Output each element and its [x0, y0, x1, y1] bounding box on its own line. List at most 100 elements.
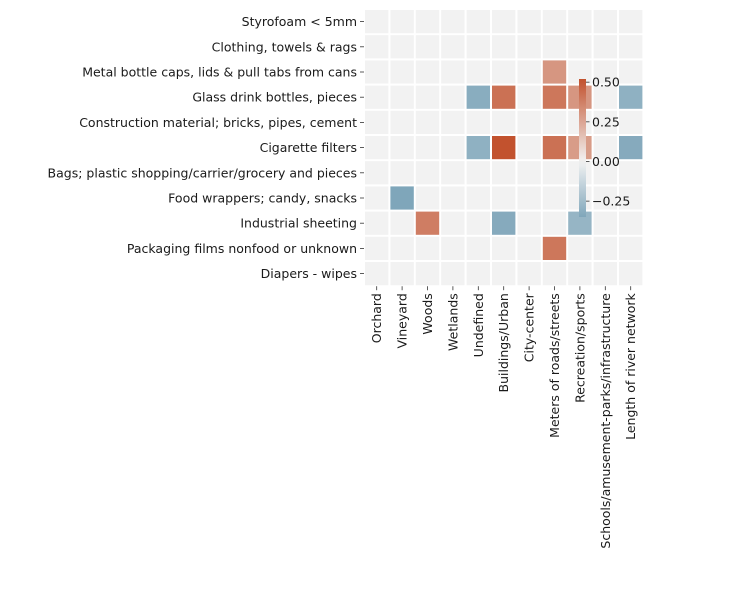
heatmap-cell — [492, 10, 516, 34]
heatmap-cell — [619, 262, 643, 286]
heatmap-cell — [542, 262, 567, 286]
heatmap-cell — [492, 211, 516, 235]
heatmap-cell — [568, 236, 592, 260]
heatmap-cell — [593, 161, 617, 185]
heatmap-cell — [517, 110, 541, 134]
row-tick-label: Industrial sheeting — [240, 216, 357, 231]
heatmap-cell — [415, 161, 440, 185]
heatmap-cell — [568, 10, 592, 34]
heatmap-cell — [466, 161, 490, 185]
heatmap-cell — [492, 35, 516, 59]
heatmap-cell — [390, 35, 414, 59]
column-tick-label: Undefined — [471, 293, 486, 357]
colorbar-gradient — [579, 79, 586, 217]
heatmap-cell — [593, 186, 617, 210]
heatmap-cell — [441, 60, 465, 84]
heatmap-cell — [593, 262, 617, 286]
heatmap-cell — [365, 60, 389, 84]
heatmap-cell — [390, 262, 414, 286]
heatmap-cell — [492, 161, 516, 185]
heatmap-cell — [390, 110, 414, 134]
heatmap-cell — [619, 10, 643, 34]
heatmap-cell — [593, 10, 617, 34]
heatmap-cell — [517, 211, 541, 235]
heatmap-cell — [517, 136, 541, 160]
row-tick-label: Packaging films nonfood or unknown — [127, 241, 357, 256]
heatmap-cell — [517, 10, 541, 34]
column-tick-label: City-center — [522, 292, 537, 362]
heatmap-cell — [441, 211, 465, 235]
heatmap-cell — [492, 186, 516, 210]
heatmap-cell — [619, 110, 643, 134]
colorbar-tick-label: 0.25 — [592, 114, 620, 129]
heatmap-cell — [466, 35, 490, 59]
heatmap-cell — [365, 186, 389, 210]
heatmap-cell — [415, 85, 440, 109]
heatmap-cell — [492, 262, 516, 286]
heatmap-cell — [619, 211, 643, 235]
column-tick-label: Meters of roads/streets — [547, 293, 562, 438]
heatmap-cell — [415, 211, 440, 235]
heatmap-cell — [568, 60, 592, 84]
heatmap-cell — [492, 136, 516, 160]
heatmap-cell — [441, 10, 465, 34]
column-tick-label: Orchard — [369, 293, 384, 343]
heatmap-cell — [593, 110, 617, 134]
colorbar-tick-label: −0.25 — [592, 194, 630, 209]
heatmap-cell — [441, 186, 465, 210]
heatmap-cell — [542, 236, 567, 260]
heatmap-cell — [415, 136, 440, 160]
heatmap-cell — [542, 211, 567, 235]
heatmap-cell — [542, 161, 567, 185]
heatmap-cell — [619, 161, 643, 185]
heatmap-cell — [619, 35, 643, 59]
row-tick-label: Bags; plastic shopping/carrier/grocery a… — [48, 165, 357, 180]
heatmap-cell — [466, 10, 490, 34]
heatmap-cell — [466, 186, 490, 210]
heatmap-cell — [619, 85, 643, 109]
heatmap-cell — [542, 60, 567, 84]
heatmap-cell — [492, 110, 516, 134]
heatmap-cell — [390, 236, 414, 260]
heatmap-cell — [415, 236, 440, 260]
heatmap-cell — [441, 136, 465, 160]
heatmap-cell — [390, 10, 414, 34]
colorbar: 0.50 0.25 0.00 −0.25 — [579, 75, 630, 217]
heatmap-cell — [542, 10, 567, 34]
heatmap-cell — [415, 262, 440, 286]
heatmap-cell — [390, 85, 414, 109]
column-tick-label: Vineyard — [395, 293, 410, 348]
heatmap-cell — [542, 186, 567, 210]
heatmap-cell — [517, 85, 541, 109]
heatmap-cell — [365, 236, 389, 260]
heatmap-cell — [441, 236, 465, 260]
column-tick-labels: Orchard Vineyard Woods Wetlands Undefined Bui… — [369, 286, 638, 549]
heatmap-cell — [365, 10, 389, 34]
heatmap-cell — [390, 60, 414, 84]
row-tick-label: Diapers - wipes — [261, 266, 357, 281]
heatmap-cell — [492, 85, 516, 109]
row-tick-labels: Styrofoam < 5mm Clothing, towels & rags Me… — [48, 14, 364, 281]
heatmap-cell — [441, 110, 465, 134]
row-tick-label: Clothing, towels & rags — [212, 39, 357, 54]
heatmap-cell — [568, 35, 592, 59]
heatmap-cell — [441, 85, 465, 109]
heatmap-cell — [593, 85, 617, 109]
heatmap-cell — [415, 35, 440, 59]
heatmap-cell — [441, 262, 465, 286]
heatmap-cell — [466, 85, 490, 109]
heatmap-cell — [365, 262, 389, 286]
heatmap-cell — [365, 110, 389, 134]
heatmap-cell — [542, 35, 567, 59]
column-tick-label: Recreation/sports — [572, 293, 587, 403]
heatmap-cell — [593, 211, 617, 235]
heatmap-cell — [466, 236, 490, 260]
heatmap-cells — [365, 10, 643, 286]
heatmap-cell — [517, 161, 541, 185]
column-tick-label: Length of river network — [623, 292, 638, 439]
heatmap-cell — [619, 60, 643, 84]
heatmap-cell — [365, 161, 389, 185]
heatmap-cell — [517, 60, 541, 84]
heatmap-cell — [365, 136, 389, 160]
